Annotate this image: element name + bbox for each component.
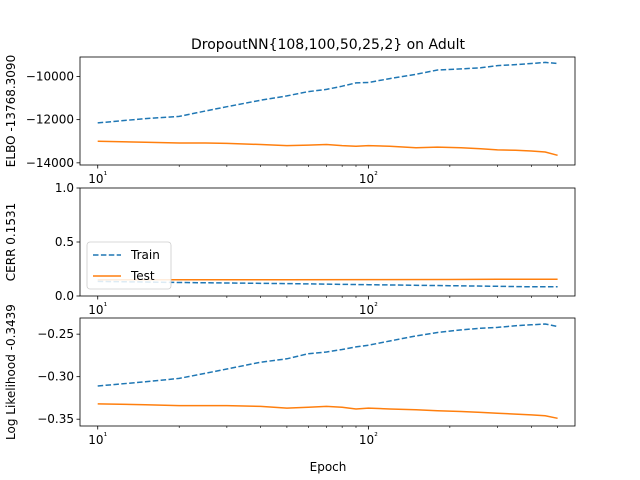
x-tick-label: 10² xyxy=(359,302,378,317)
y-tick-label: 0.5 xyxy=(55,235,74,249)
plot-frame xyxy=(79,317,576,427)
chart-title: DropoutNN{108,100,50,25,2} on Adult xyxy=(191,37,465,53)
x-tick-label: 10² xyxy=(359,171,378,186)
y-axis-label: Log Likelihood -0.3439 xyxy=(4,304,18,440)
legend-label-test: Test xyxy=(130,269,155,283)
panels: −14000 −12000 −10000 10¹ 10² ELBO -13768.3090… xyxy=(4,55,576,447)
y-tick-label: −0.30 xyxy=(37,370,74,384)
x-tick-label: 10¹ xyxy=(88,432,107,447)
x-tick-label: 10¹ xyxy=(88,302,107,317)
y-tick-label: −14000 xyxy=(26,156,74,170)
legend-box xyxy=(86,241,172,290)
x-axis-label: Epoch xyxy=(310,460,347,474)
y-axis-label: CERR 0.1531 xyxy=(4,203,18,281)
series-line-test xyxy=(97,403,558,420)
series-line-test xyxy=(97,140,558,157)
y-tick-label: −0.25 xyxy=(37,327,74,341)
y-tick-label: −12000 xyxy=(26,113,74,127)
y-tick-label: −0.35 xyxy=(37,412,74,426)
y-tick-label: 1.0 xyxy=(55,181,74,195)
x-tick-label: 10¹ xyxy=(88,171,107,186)
legend-label-train: Train xyxy=(130,248,160,262)
x-tick-label: 10² xyxy=(359,432,378,447)
panel-1: −14000 −12000 −10000 10¹ 10² ELBO -13768.3090 xyxy=(4,55,576,186)
series-line-train xyxy=(97,61,558,124)
y-tick-label: 0.0 xyxy=(55,289,74,303)
legend: Train Test xyxy=(86,241,172,290)
panel-2: 0.0 0.5 1.0 10¹ 10² CERR 0.1531 xyxy=(4,181,576,317)
series-line-train xyxy=(97,323,558,387)
plot-frame xyxy=(79,56,576,166)
y-tick-label: −10000 xyxy=(26,69,74,83)
series-line-test xyxy=(97,278,558,281)
series-line-train xyxy=(97,280,558,288)
panel-3: −0.35 −0.30 −0.25 10¹ 10² Log Likelihood -0.3… xyxy=(4,304,576,447)
y-axis-label: ELBO -13768.3090 xyxy=(4,55,18,167)
